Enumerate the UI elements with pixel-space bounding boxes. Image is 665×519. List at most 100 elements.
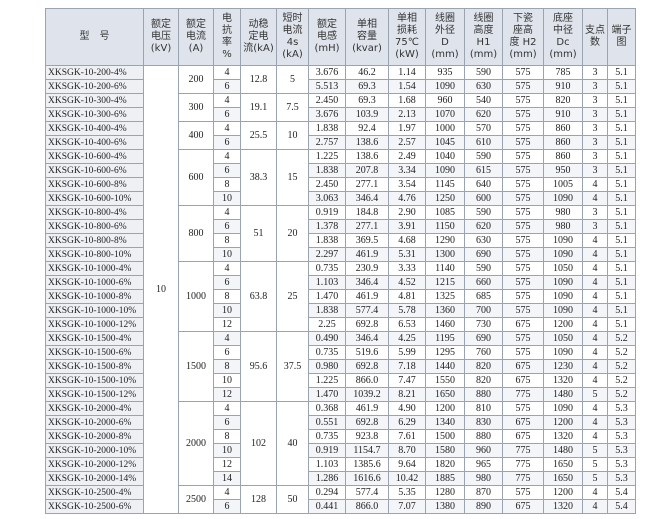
value-cell: 5	[582, 471, 608, 486]
value-cell: 1090	[543, 275, 583, 290]
value-cell: 575	[502, 135, 544, 150]
spec-table: 型 号额定 电压 (kV) 额定 电流 (A) 电抗率% 动稳 定电 流(kA) 短时 电流 4s (kA…	[45, 8, 636, 514]
value-cell: 675	[502, 317, 544, 332]
header-line: 电流	[186, 31, 206, 42]
value-cell: 1090	[543, 289, 583, 304]
header-line: 型 号	[79, 31, 110, 42]
model-cell: XKSGK-10-600-8%	[45, 177, 144, 192]
data-row: XKSGK-10-1000-8% 8 1.470 461.9 4.81 1325 685 57…	[45, 289, 636, 304]
value-cell: 960	[464, 443, 503, 458]
value-cell: 5.1	[607, 65, 636, 80]
model-cell: XKSGK-10-2500-6%	[45, 499, 144, 514]
value-cell: 1.470	[308, 387, 346, 402]
value-cell: 910	[543, 79, 583, 94]
data-row: XKSGK-10-1000-4% 1000 4 63.8 25 0.735 230.9 3.3…	[45, 261, 636, 332]
value-cell: 575	[502, 93, 544, 108]
dynamic-cell: 19.1	[240, 93, 277, 122]
value-cell: 860	[543, 121, 583, 136]
reactance-cell: 4	[213, 121, 241, 136]
value-cell: 6.53	[388, 317, 426, 332]
value-cell: 5.1	[607, 191, 636, 206]
short-cell: 50	[276, 485, 309, 514]
value-cell: 5.1	[607, 233, 636, 248]
short-cell: 7.5	[276, 93, 309, 122]
value-cell: 575	[502, 219, 544, 234]
value-cell: 5.1	[607, 219, 636, 234]
model-cell: XKSGK-10-800-6%	[45, 219, 144, 234]
value-cell: 3.676	[308, 107, 346, 122]
value-cell: 5.1	[607, 93, 636, 108]
reactance-cell: 6	[213, 345, 241, 360]
current-cell: 1000	[178, 261, 214, 332]
value-cell: 3	[582, 205, 608, 220]
value-cell: 5.1	[607, 149, 636, 164]
header-line: 动稳	[248, 19, 269, 30]
value-cell: 1.14	[388, 65, 426, 80]
value-cell: 5.2	[607, 331, 636, 346]
header-line: H1	[476, 37, 491, 48]
model-cell: XKSGK-10-1000-6%	[45, 275, 144, 290]
data-row: XKSGK-10-800-4% 800 4 51 20 0.919 184.8 2.90 108…	[45, 205, 636, 262]
header-line: (kW)	[395, 49, 419, 60]
value-cell: 575	[502, 107, 544, 122]
value-cell: 1150	[425, 219, 465, 234]
model-cell: XKSGK-10-1500-8%	[45, 359, 144, 374]
data-row: XKSGK-10-800-10% 10 2.297 461.9 5.31 1300 690 5…	[45, 247, 636, 262]
value-cell: 4.25	[388, 331, 426, 346]
dynamic-cell: 95.6	[240, 331, 277, 402]
header-cell: 下瓷 座高度 H2 (mm)	[502, 8, 544, 66]
value-cell: 692.8	[345, 359, 389, 374]
value-cell: 1500	[425, 429, 465, 444]
value-cell: 2.757	[308, 135, 346, 150]
model-cell: XKSGK-10-2500-4%	[45, 485, 144, 500]
value-cell: 4	[582, 289, 608, 304]
value-cell: 950	[543, 163, 583, 178]
value-cell: 1580	[425, 443, 465, 458]
value-cell: 1000	[425, 121, 465, 136]
value-cell: 866.0	[345, 499, 389, 514]
data-row: XKSGK-10-1500-12% 12 1.470 1039.2 8.21 1650 88…	[45, 387, 636, 402]
value-cell: 590	[464, 149, 503, 164]
value-cell: 692.8	[345, 317, 389, 332]
model-cell: XKSGK-10-300-4%	[45, 93, 144, 108]
header-line: 电	[222, 13, 232, 24]
value-cell: 4	[582, 261, 608, 276]
value-cell: 1385.6	[345, 457, 389, 472]
value-cell: 775	[502, 457, 544, 472]
data-row: XKSGK-10-1500-10% 10 1.225 866.0 7.47 1550 820…	[45, 373, 636, 388]
value-cell: 820	[543, 93, 583, 108]
value-cell: 575	[502, 247, 544, 262]
data-row: XKSGK-10-200-6% 6 5.513 69.3 1.54 1090 630 575 9…	[45, 79, 636, 94]
reactance-cell: 10	[213, 191, 241, 206]
short-cell: 20	[276, 205, 309, 262]
data-row: XKSGK-10-2000-6% 6 0.551 692.8 6.29 1340 830 67…	[45, 415, 636, 430]
value-cell: 1140	[425, 261, 465, 276]
value-cell: 1090	[543, 233, 583, 248]
header-line: 线圈	[473, 13, 494, 24]
current-cell: 1500	[178, 331, 214, 402]
header-line: 外径	[435, 25, 455, 36]
reactance-cell: 8	[213, 233, 241, 248]
value-cell: 615	[464, 163, 503, 178]
data-row: XKSGK-10-2500-6% 6 0.441 866.0 7.07 1380 890 67…	[45, 499, 636, 514]
value-cell: 5.1	[607, 135, 636, 150]
value-cell: 935	[425, 65, 465, 80]
reactance-cell: 6	[213, 135, 241, 150]
model-cell: XKSGK-10-1500-10%	[45, 373, 144, 388]
value-cell: 5.1	[607, 289, 636, 304]
value-cell: 620	[464, 107, 503, 122]
value-cell: 5.1	[607, 247, 636, 262]
value-cell: 7.07	[388, 499, 426, 514]
header-cell: 单相 容量 (kvar)	[345, 8, 389, 66]
model-cell: XKSGK-10-800-8%	[45, 233, 144, 248]
value-cell: 1200	[543, 485, 583, 500]
value-cell: 5.513	[308, 79, 346, 94]
value-cell: 575	[502, 163, 544, 178]
header-cell: 端子图	[607, 8, 636, 66]
value-cell: 910	[543, 107, 583, 122]
value-cell: 760	[464, 345, 503, 360]
voltage-cell: 10	[143, 65, 179, 514]
header-cell: 额定 电感 (mH)	[308, 8, 346, 66]
value-cell: 1090	[543, 345, 583, 360]
value-cell: 5.3	[607, 443, 636, 458]
